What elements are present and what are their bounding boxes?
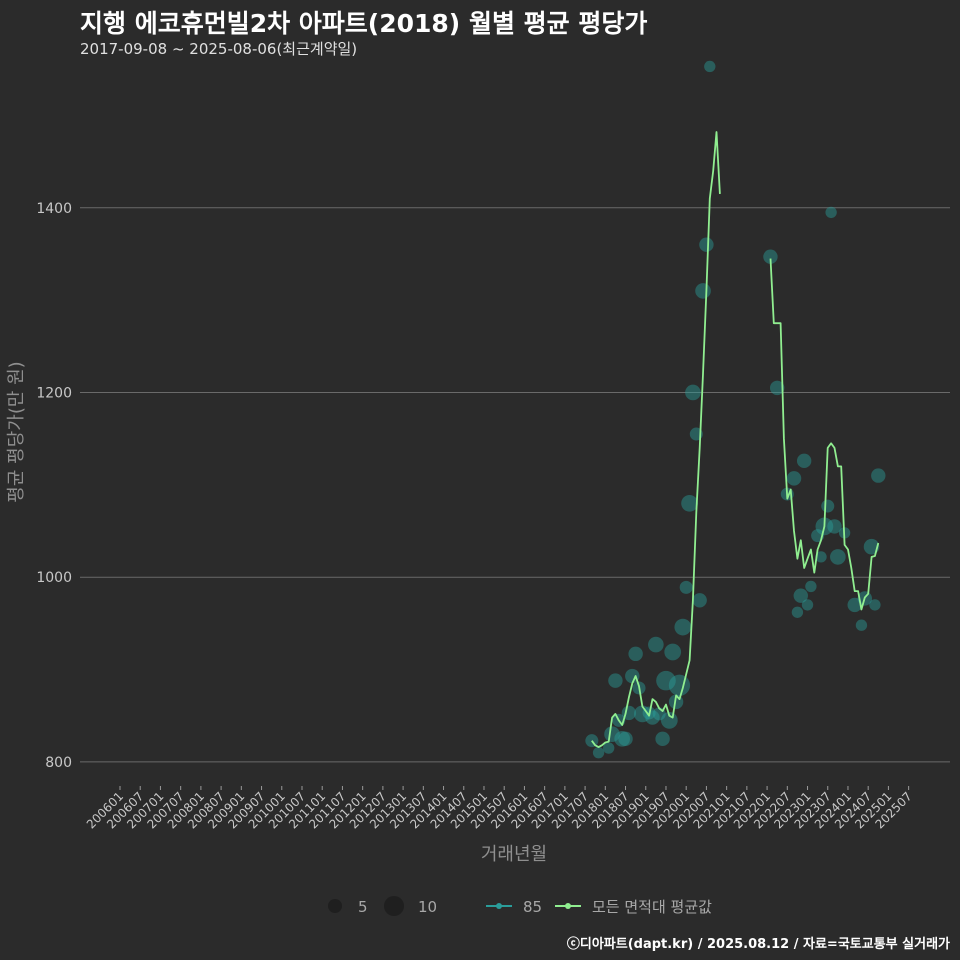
series-85-point — [793, 588, 808, 603]
series-85-point — [815, 551, 827, 563]
series-85-point — [695, 283, 711, 299]
y-tick-label: 1200 — [36, 385, 72, 401]
average-line-segment — [591, 131, 721, 748]
series-85-point — [786, 471, 802, 486]
average-line — [591, 131, 880, 748]
series-85-point — [827, 519, 842, 534]
series-85-point — [628, 646, 643, 662]
series-85-point — [681, 494, 698, 512]
y-tick-label: 1400 — [36, 201, 72, 217]
series-85-point — [604, 726, 620, 743]
series-85-point — [685, 384, 701, 401]
y-axis-label: 평균 평당가(만 원) — [6, 361, 27, 502]
series-85-point — [664, 643, 682, 661]
series-85-point — [791, 606, 804, 618]
legend-series-85-label: 85 — [523, 898, 542, 916]
series-85-point — [869, 599, 881, 611]
series-85-point — [648, 636, 664, 653]
series-85-point — [656, 670, 676, 691]
legend-series-avg-marker — [565, 903, 571, 909]
series-85-point — [821, 499, 835, 513]
y-tick-label: 800 — [45, 755, 72, 771]
legend-size-5-marker — [328, 899, 342, 913]
series-85-point — [825, 206, 837, 219]
legend-series-85-marker — [496, 903, 502, 909]
series-85-point — [704, 60, 716, 73]
page-title: 지행 에코휴먼빌2차 아파트(2018) 월별 평균 평당가 — [80, 9, 648, 38]
series-85-point — [679, 580, 693, 594]
series-85-point — [592, 746, 605, 759]
series-85-point — [668, 674, 691, 696]
series-85-point — [855, 619, 868, 631]
legend-size-10-label: 10 — [418, 898, 437, 916]
legend-size-5-label: 5 — [358, 898, 368, 916]
series-85-point — [655, 731, 670, 747]
series-85-point — [699, 237, 714, 252]
series-85-point — [805, 580, 817, 593]
y-axis-ticks: 800 1000 1200 1400 — [36, 201, 72, 771]
legend: 5 10 85 모든 면적대 평균값 — [328, 896, 712, 916]
series-85-point — [830, 549, 846, 565]
series-85-point — [674, 618, 692, 636]
series-85-point — [763, 249, 778, 264]
series-85-point — [603, 742, 615, 754]
page-subtitle: 2017-09-08 ~ 2025-08-06(최근계약일) — [80, 40, 358, 58]
series-85-point — [614, 731, 630, 747]
x-axis-ticks: 2006012006072007012007072008012008072009… — [84, 786, 915, 832]
series-85-point — [634, 705, 651, 723]
series-85-point — [801, 599, 814, 611]
series-85-point — [692, 593, 707, 608]
source-credit: ⓒ디아파트(dapt.kr) / 2025.08.12 / 자료=국토교통부 실… — [566, 937, 950, 952]
series-85-point — [608, 673, 623, 688]
legend-size-10-marker — [384, 896, 404, 916]
series-85-points — [585, 60, 886, 759]
series-85-point — [871, 468, 886, 483]
series-85-point — [618, 731, 633, 747]
average-line-segment — [769, 258, 880, 611]
gridlines — [80, 207, 950, 763]
legend-series-avg-label: 모든 면적대 평균값 — [592, 898, 712, 916]
series-85-point — [796, 453, 812, 469]
series-85-point — [847, 597, 862, 613]
x-axis-label: 거래년월 — [481, 844, 547, 865]
y-tick-label: 1000 — [36, 570, 72, 586]
series-85-point — [769, 380, 785, 396]
